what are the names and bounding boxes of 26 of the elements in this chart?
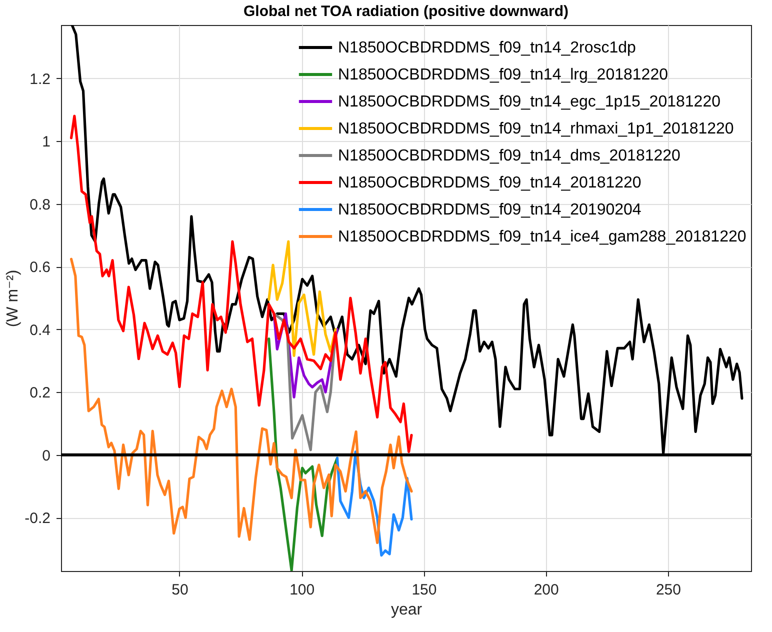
y-tick-label: 0: [42, 447, 50, 464]
legend-label: N1850OCBDRDDMS_f09_tn14_lrg_20181220: [338, 66, 668, 84]
x-tick-label: 50: [172, 582, 188, 598]
x-tick-label: 200: [534, 582, 559, 598]
legend-label: N1850OCBDRDDMS_f09_tn14_rhmaxi_1p1_20181220: [338, 120, 734, 138]
legend-label: N1850OCBDRDDMS_f09_tn14_20181220: [338, 174, 642, 192]
x-tick-label: 100: [290, 582, 315, 598]
legend-label: N1850OCBDRDDMS_f09_tn14_egc_1p15_20181220: [338, 94, 721, 110]
line-series: [70, 258, 413, 544]
legend-label: N1850OCBDRDDMS_f09_tn14_dms_20181220: [338, 148, 681, 164]
y-tick-label: 0.2: [30, 384, 50, 402]
y-tick-label: 1.2: [30, 70, 50, 88]
y-tick-label: -0.2: [24, 510, 50, 528]
chart-title: Global net TOA radiation (positive downward): [243, 3, 569, 20]
y-tick-label: 0.6: [30, 259, 50, 276]
legend-label: N1850OCBDRDDMS_f09_tn14_ice4_gam288_20181220: [338, 228, 746, 246]
line-series: [268, 240, 337, 358]
legend-label: N1850OCBDRDDMS_f09_tn14_2rosc1dp: [338, 40, 636, 56]
y-tick-label: 0.4: [30, 322, 50, 339]
y-axis-title: (W m⁻²): [4, 270, 22, 328]
x-tick-label: 250: [656, 582, 681, 598]
y-tick-label: 0.8: [30, 196, 50, 214]
x-axis-title: year: [390, 602, 423, 618]
x-tick-label: 150: [412, 582, 437, 598]
y-tick-label: 1: [42, 134, 50, 151]
legend-label: N1850OCBDRDDMS_f09_tn14_20190204: [338, 202, 642, 218]
